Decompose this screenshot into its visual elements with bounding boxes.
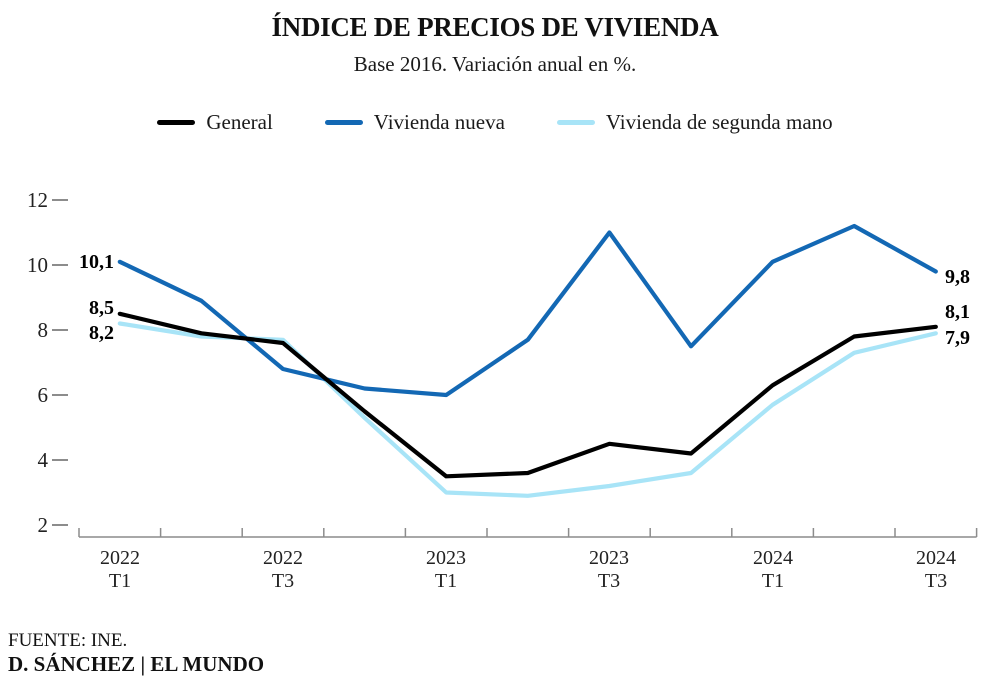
y-tick-label-10: 10 — [27, 253, 48, 277]
y-tick-label-6: 6 — [37, 383, 49, 407]
point-label-nueva-end: 9,8 — [945, 266, 970, 288]
page-title: ÍNDICE DE PRECIOS DE VIVIENDA — [271, 12, 719, 42]
point-label-general-end: 8,1 — [945, 301, 970, 323]
y-tick-label-12: 12 — [27, 188, 48, 212]
point-label-segunda-start: 8,2 — [89, 322, 114, 344]
legend-label-general: General — [206, 110, 273, 134]
legend-swatch-segunda-mano-icon — [556, 120, 595, 125]
line-vivienda-nueva — [117, 223, 938, 398]
y-tick-label-4: 4 — [37, 448, 49, 472]
x-label-year: 2022 — [100, 547, 140, 569]
legend-swatch-general-icon — [157, 120, 196, 125]
footer: FUENTE: INE. D. SÁNCHEZ | EL MUNDO — [8, 630, 264, 677]
point-label-general-start: 8,5 — [89, 297, 114, 319]
legend: General Vivienda nueva Vivienda de segun… — [0, 110, 990, 135]
line-general — [117, 311, 938, 479]
source-note: FUENTE: INE. — [8, 630, 128, 651]
x-label-year: 2023 — [589, 547, 629, 569]
x-label-year: 2024 — [753, 547, 793, 569]
x-label-2023-t1: 2023 T1 — [401, 547, 491, 593]
x-label-year: 2023 — [426, 547, 466, 569]
legend-label-vivienda-nueva: Vivienda nueva — [373, 110, 505, 134]
legend-item-vivienda-nueva: Vivienda nueva — [324, 110, 505, 135]
legend-item-segunda-mano: Vivienda de segunda mano — [556, 110, 833, 135]
x-label-quarter: T1 — [761, 570, 785, 592]
legend-item-general: General — [157, 110, 273, 135]
y-tick-label-2: 2 — [37, 513, 49, 537]
point-label-segunda-end: 7,9 — [945, 327, 970, 349]
line-vivienda-de-segunda-mano — [117, 321, 938, 498]
chart-subtitle: Base 2016. Variación anual en %. — [353, 52, 637, 76]
x-label-2022-t1: 2022 T1 — [75, 547, 165, 593]
legend-label-segunda-mano: Vivienda de segunda mano — [605, 110, 833, 134]
x-label-quarter: T1 — [434, 570, 458, 592]
x-label-quarter: T3 — [271, 570, 295, 592]
x-label-quarter: T3 — [924, 570, 948, 592]
x-label-quarter: T3 — [597, 570, 621, 592]
x-label-year: 2022 — [263, 547, 303, 569]
x-label-2023-t3: 2023 T3 — [564, 547, 654, 593]
legend-swatch-vivienda-nueva-icon — [324, 120, 363, 125]
x-label-year: 2024 — [916, 547, 956, 569]
x-label-quarter: T1 — [108, 570, 132, 592]
y-tick-label-8: 8 — [37, 318, 49, 342]
credit-line: D. SÁNCHEZ | EL MUNDO — [8, 652, 265, 676]
x-label-2024-t3: 2024 T3 — [891, 547, 981, 593]
x-label-2024-t1: 2024 T1 — [728, 547, 818, 593]
point-label-nueva-start: 10,1 — [79, 251, 114, 273]
x-label-2022-t3: 2022 T3 — [238, 547, 328, 593]
